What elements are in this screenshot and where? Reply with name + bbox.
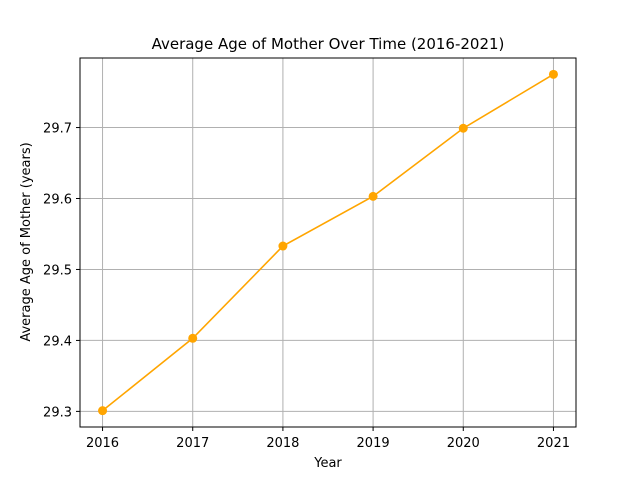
data-point-2016 <box>98 406 108 416</box>
y-tick-label: 29.6 <box>43 193 72 208</box>
x-axis-label: Year <box>313 456 342 471</box>
x-tick-label: 2017 <box>176 436 209 451</box>
x-axis: 2016 2017 2018 2019 2020 2021 <box>86 427 570 451</box>
x-tick-label: 2018 <box>266 436 299 451</box>
x-tick-label: 2019 <box>357 436 390 451</box>
y-tick-label: 29.4 <box>43 334 72 349</box>
data-point-2020 <box>458 123 468 133</box>
grid-lines <box>80 58 576 427</box>
x-tick-label: 2021 <box>537 436 570 451</box>
x-tick-label: 2016 <box>86 436 119 451</box>
y-axis-label: Average Age of Mother (years) <box>19 142 34 341</box>
data-point-2018 <box>278 241 288 251</box>
data-point-2019 <box>368 191 378 201</box>
y-tick-label: 29.7 <box>43 122 72 137</box>
y-tick-label: 29.5 <box>43 263 72 278</box>
chart-title: Average Age of Mother Over Time (2016-20… <box>152 35 505 53</box>
y-tick-label: 29.3 <box>43 405 72 420</box>
series-layer <box>98 69 558 416</box>
data-point-2021 <box>548 69 558 79</box>
x-tick-label: 2020 <box>447 436 480 451</box>
y-axis: 29.3 29.4 29.5 29.6 29.7 <box>43 122 80 420</box>
series-line <box>102 73 554 412</box>
plot-frame <box>79 57 577 428</box>
data-point-2017 <box>188 333 198 343</box>
